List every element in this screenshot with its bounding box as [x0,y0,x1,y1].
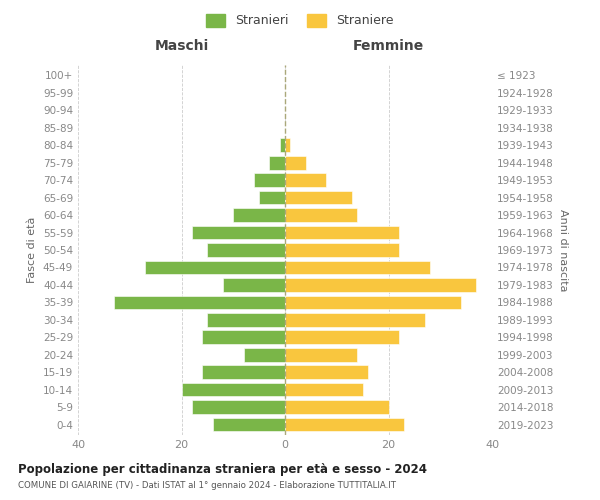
Bar [285,278,476,291]
Bar [192,226,285,239]
Bar [208,313,285,326]
Bar [192,400,285,414]
Bar [244,348,285,362]
Bar [212,418,285,432]
Bar [285,208,358,222]
Legend: Stranieri, Straniere: Stranieri, Straniere [202,8,398,32]
Bar [280,138,285,152]
Text: COMUNE DI GAIARINE (TV) - Dati ISTAT al 1° gennaio 2024 - Elaborazione TUTTITALI: COMUNE DI GAIARINE (TV) - Dati ISTAT al … [18,481,396,490]
Bar [223,278,285,291]
Bar [285,366,368,379]
Bar [259,191,285,204]
Bar [285,191,352,204]
Bar [202,330,285,344]
Y-axis label: Anni di nascita: Anni di nascita [557,209,568,291]
Bar [285,156,306,170]
Y-axis label: Fasce di età: Fasce di età [28,217,37,283]
Bar [285,138,290,152]
Bar [114,296,285,309]
Bar [202,366,285,379]
Bar [285,243,399,257]
Bar [285,296,461,309]
Bar [208,243,285,257]
Bar [285,400,389,414]
Text: Maschi: Maschi [154,39,209,53]
Bar [285,383,362,396]
Bar [269,156,285,170]
Bar [233,208,285,222]
Bar [182,383,285,396]
Text: Popolazione per cittadinanza straniera per età e sesso - 2024: Popolazione per cittadinanza straniera p… [18,462,427,475]
Bar [285,418,404,432]
Bar [285,330,399,344]
Bar [254,174,285,187]
Text: Femmine: Femmine [353,39,424,53]
Bar [285,226,399,239]
Bar [285,260,430,274]
Bar [285,313,425,326]
Bar [285,348,358,362]
Bar [145,260,285,274]
Bar [285,174,326,187]
